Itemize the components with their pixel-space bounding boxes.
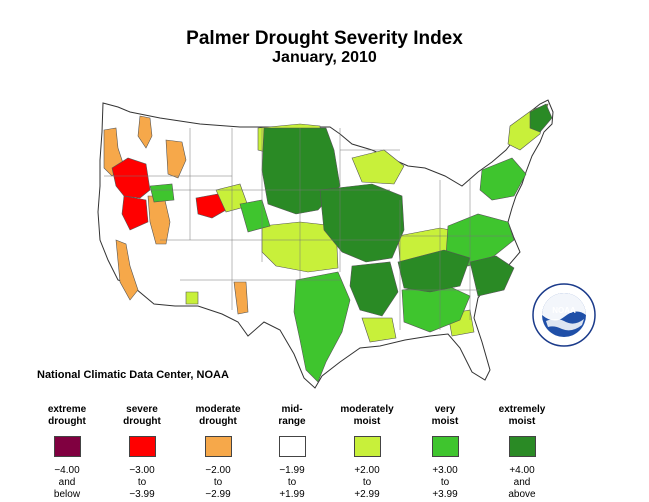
region-idaho-orange	[165, 139, 187, 179]
legend-range-line: above	[508, 489, 536, 500]
region-great-lakes-yellowgreen	[351, 149, 405, 185]
legend-swatch	[278, 436, 306, 457]
legend-label: moderate drought	[168, 402, 268, 428]
legend-range: +2.00 to +2.99	[317, 465, 417, 501]
legend-label-line: drought	[199, 416, 237, 427]
legend-label-line: moderately	[340, 404, 394, 415]
legend-range-line: to	[213, 477, 223, 488]
legend-range-line: +3.00	[432, 465, 458, 476]
legend-range-line: −4.00	[54, 465, 80, 476]
us-climate-division-map	[97, 99, 554, 389]
legend-range-line: −1.99	[279, 465, 305, 476]
legend-range-line: to	[440, 477, 450, 488]
legend-label-line: severe	[126, 404, 158, 415]
region-maine-darkgreen	[529, 103, 553, 133]
legend-item-moderate-drought: moderate drought −2.00 to −2.99	[168, 402, 268, 501]
legend-label-line: moist	[431, 416, 459, 427]
region-tennessee-darkgreen	[397, 249, 471, 293]
legend-range: −3.00 to −3.99	[92, 465, 192, 501]
legend-swatch	[128, 436, 156, 457]
region-new-mexico-orange	[233, 281, 249, 315]
legend-label: moderately moist	[317, 402, 417, 428]
legend-range-line: +4.00	[509, 465, 535, 476]
legend-item-extremely-moist: extremely moist +4.00 and above	[472, 402, 572, 501]
legend-range: +3.00 to +3.99	[395, 465, 495, 501]
legend-range: −4.00 and below	[17, 465, 117, 501]
legend-range-line: −3.00	[129, 465, 155, 476]
legend-range-line: −2.99	[205, 489, 231, 500]
legend-range-line: −3.99	[129, 489, 155, 500]
region-northeast-green	[479, 157, 527, 201]
region-colorado-green	[239, 199, 271, 233]
legend-range: +4.00 and above	[472, 465, 572, 501]
legend-label-line: moist	[508, 416, 536, 427]
legend-label: extreme drought	[17, 402, 117, 428]
map-subtitle: January, 2010	[272, 49, 377, 66]
legend-label-line: drought	[123, 416, 161, 427]
legend-range-line: −2.00	[205, 465, 231, 476]
legend-item-very-moist: very moist +3.00 to +3.99	[395, 402, 495, 501]
legend-swatch	[431, 436, 459, 457]
legend-item-severe-drought: severe drought −3.00 to −3.99	[92, 402, 192, 501]
region-california-orange	[115, 239, 139, 301]
very-moist-regions	[149, 157, 527, 383]
legend-swatch	[53, 436, 81, 457]
legend-range-line: below	[53, 489, 81, 500]
legend-label-line: extremely	[498, 404, 546, 415]
region-texas-green	[293, 271, 351, 383]
legend-label: severe drought	[92, 402, 192, 428]
legend-range: −2.00 to −2.99	[168, 465, 268, 501]
moderate-drought-regions	[103, 115, 249, 315]
legend-range-line: +1.99	[279, 489, 305, 500]
legend-label: very moist	[395, 402, 495, 428]
logo-text: NOAA	[552, 306, 576, 315]
region-arkansas-darkgreen	[349, 261, 399, 317]
region-washington-orange	[137, 115, 153, 149]
legend-label: extremely moist	[472, 402, 572, 428]
noaa-logo: NOAA	[532, 283, 596, 347]
legend-label-line: moderate	[195, 404, 241, 415]
map-title: Palmer Drought Severity Index	[186, 28, 463, 49]
severe-drought-regions	[111, 157, 227, 231]
state-borders	[104, 128, 514, 330]
legend-range: −1.99 to +1.99	[242, 465, 342, 501]
legend-label-line: mid-	[281, 404, 303, 415]
legend-range-line: and	[58, 477, 76, 488]
extremely-moist-regions	[261, 103, 553, 317]
legend-item-extreme-drought: extreme drought −4.00 and below	[17, 402, 117, 501]
legend-label: mid-range	[242, 402, 342, 428]
legend-range-line: to	[362, 477, 372, 488]
legend-swatch	[353, 436, 381, 457]
region-iowa-missouri-darkgreen	[319, 183, 405, 263]
legend-range-line: and	[513, 477, 531, 488]
region-idaho-green	[149, 183, 175, 203]
region-oregon-red	[111, 157, 151, 199]
legend-swatch	[508, 436, 536, 457]
region-gulf-yellowgreen	[361, 317, 397, 343]
legend-label-line: moist	[353, 416, 381, 427]
legend-label-line: very	[434, 404, 456, 415]
legend-item-mid-range: mid-range −1.99 to +1.99	[242, 402, 342, 501]
legend-item-moderately-moist: moderately moist +2.00 to +2.99	[317, 402, 417, 501]
legend-range-line: +3.99	[432, 489, 458, 500]
region-carolinas-darkgreen	[469, 255, 515, 297]
region-idaho-red	[195, 193, 227, 219]
legend-range-line: to	[287, 477, 297, 488]
legend-range-line: +2.00	[354, 465, 380, 476]
legend-label-line: range	[278, 416, 306, 427]
legend-label-line: extreme	[47, 404, 87, 415]
legend-range-line: to	[137, 477, 147, 488]
legend-range-line: +2.99	[354, 489, 380, 500]
legend-label-line: drought	[48, 416, 86, 427]
region-arizona-yellowgreen	[185, 291, 199, 305]
legend-swatch	[204, 436, 232, 457]
region-nevada-red	[121, 195, 149, 231]
credit-text: National Climatic Data Center, NOAA	[37, 369, 229, 381]
